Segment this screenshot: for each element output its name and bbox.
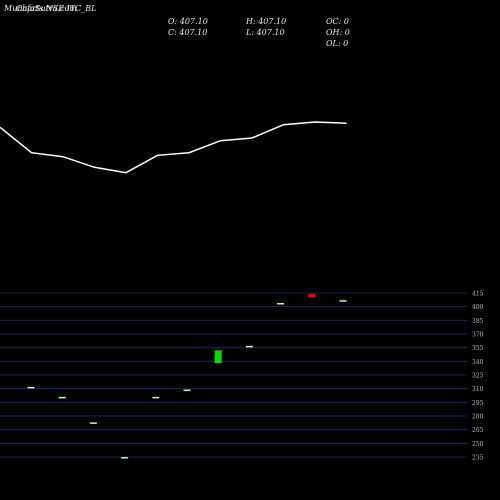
candle-body [152, 396, 160, 399]
y-tick-label: 310 [472, 386, 484, 393]
moving-average-panel [0, 121, 347, 174]
y-tick-label: 370 [472, 332, 484, 339]
ohlc-open: O: 407.10 [168, 17, 208, 26]
chart-title: Charts NSE ITC_BL [16, 4, 96, 13]
y-tick-label: 280 [472, 414, 484, 421]
ohlc-ol: OL: 0 [326, 39, 348, 48]
y-tick-label: 325 [472, 373, 484, 380]
y-tick-label: 415 [472, 291, 484, 298]
y-tick-label: 295 [472, 400, 484, 407]
y-tick-label: 265 [472, 427, 484, 434]
watermark: MunafaSutra.com [3, 4, 77, 13]
y-tick-label: 355 [472, 345, 484, 352]
y-tick-label: 340 [472, 359, 484, 366]
candle-body [277, 303, 285, 305]
candle-body [121, 457, 129, 459]
price-panel: 415 400 385 370 355 340 325 310 295 280 265 250 235 [0, 291, 484, 462]
candle-body [339, 300, 347, 302]
moving-average-line [0, 121, 347, 174]
y-tick-label: 235 [472, 455, 484, 462]
ohlc-oh: OH: 0 [326, 28, 350, 37]
ohlc-low: L: 407.10 [245, 28, 285, 37]
candle-body [89, 422, 97, 424]
candle-body [58, 396, 66, 399]
ohlc-close: C: 407.10 [168, 28, 207, 37]
ohlc-high: H: 407.10 [245, 17, 286, 26]
y-tick-label: 250 [472, 441, 484, 448]
y-tick-label: 385 [472, 318, 484, 325]
candle-body [183, 389, 191, 392]
ohlc-oc: OC: 0 [326, 17, 349, 26]
candle-body [308, 293, 316, 298]
y-tick-label: 400 [472, 304, 484, 311]
candle-body [245, 345, 253, 348]
candle-body [214, 350, 222, 364]
candle-body [27, 386, 35, 389]
